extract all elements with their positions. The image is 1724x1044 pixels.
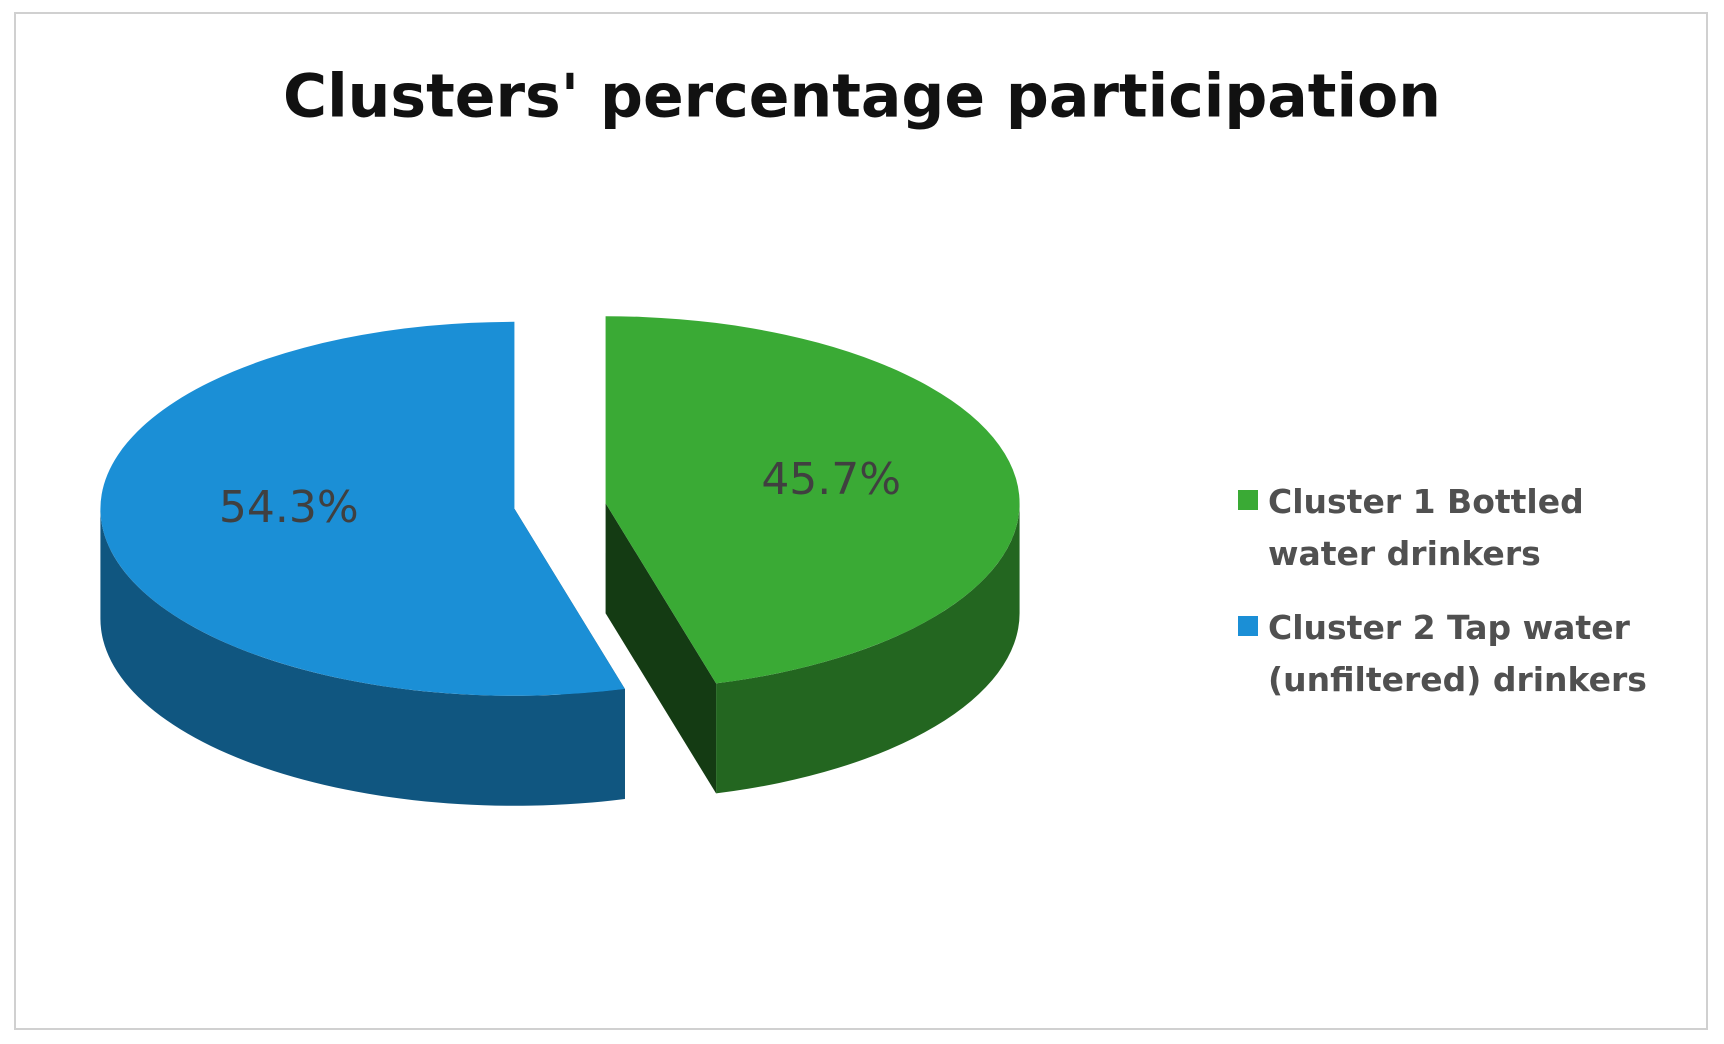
legend-label: Cluster 2 Tap water (unfiltered) drinker…	[1268, 608, 1647, 699]
legend-swatch	[1238, 490, 1258, 510]
legend: Cluster 1 Bottled water drinkers Cluster …	[1238, 476, 1678, 728]
slice	[100, 321, 625, 806]
slice-side	[100, 508, 625, 806]
chart-title: Clusters' percentage participation	[283, 62, 1441, 132]
data-label: 54.3%	[219, 482, 359, 533]
slice	[605, 316, 1020, 794]
slice-side	[716, 503, 1020, 794]
data-label: 45.7%	[761, 454, 901, 505]
legend-item: Cluster 1 Bottled water drinkers	[1238, 476, 1678, 580]
slice	[605, 316, 1020, 684]
legend-label: Cluster 1 Bottled water drinkers	[1268, 482, 1584, 573]
slice	[100, 321, 625, 696]
slice-wall	[605, 503, 717, 794]
legend-swatch	[1238, 616, 1258, 636]
legend-item: Cluster 2 Tap water (unfiltered) drinker…	[1238, 602, 1678, 706]
chart-frame	[14, 12, 1708, 1030]
